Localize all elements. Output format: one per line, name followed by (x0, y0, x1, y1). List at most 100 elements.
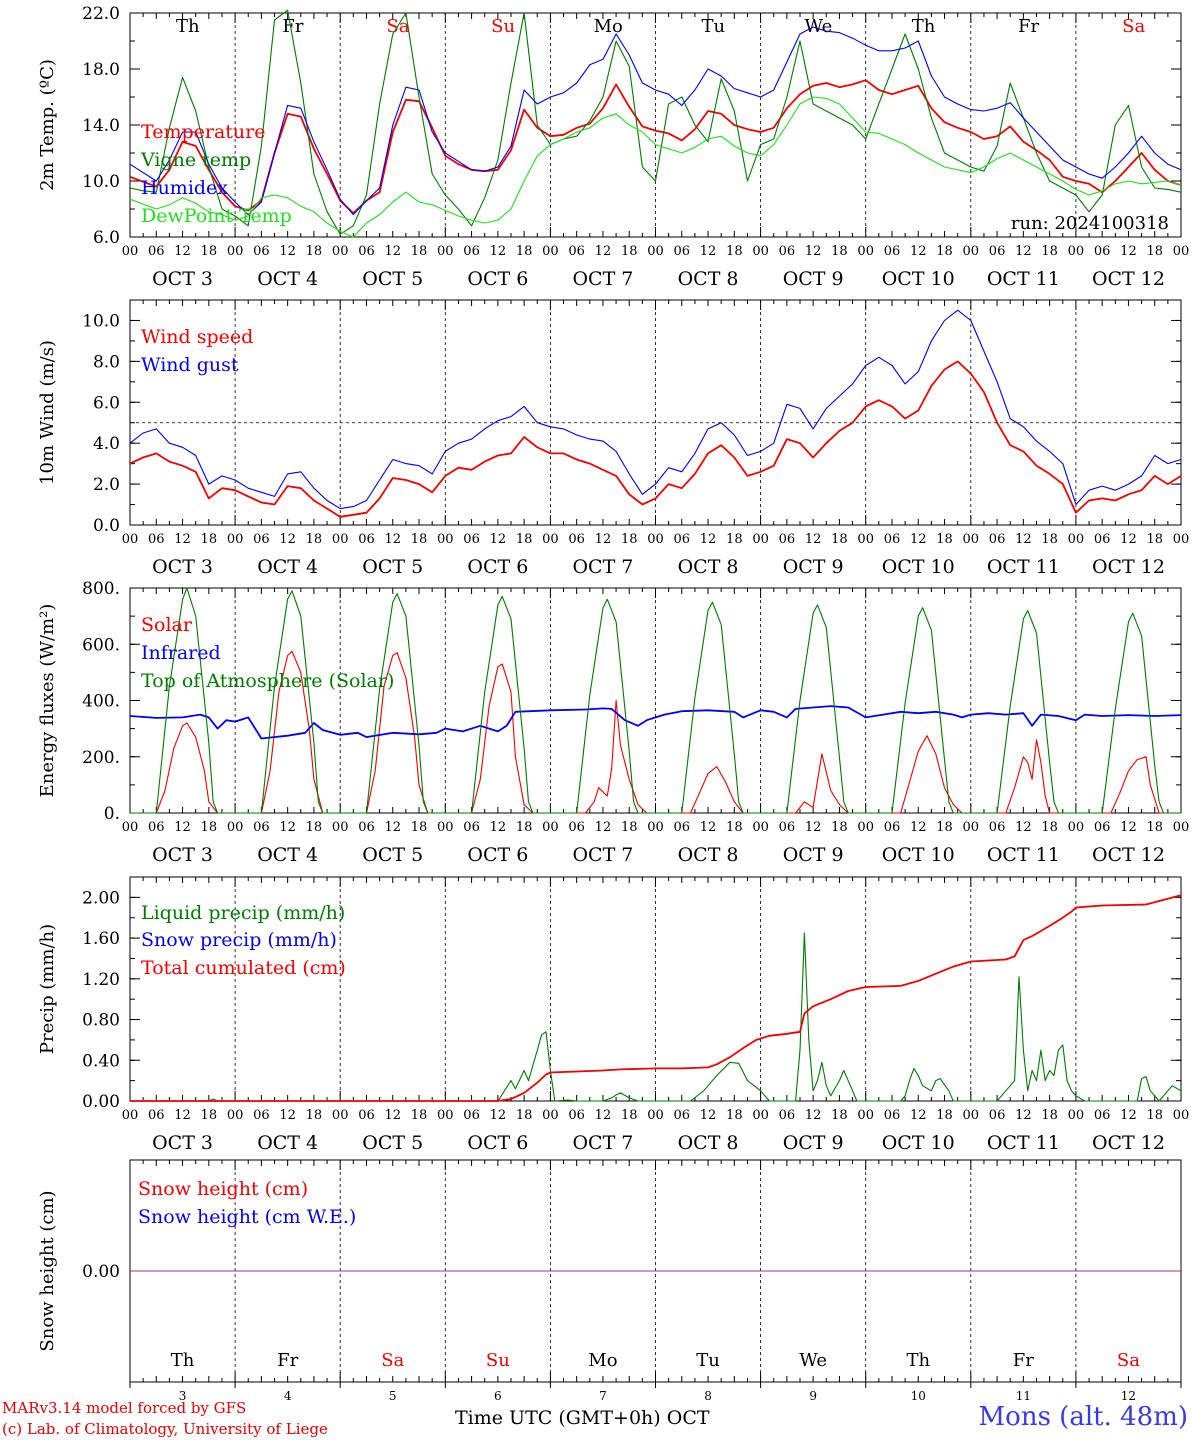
hour-label: 12 (384, 532, 401, 547)
date-label: OCT 9 (783, 268, 844, 290)
hour-label: 06 (568, 532, 585, 547)
hour-label: 00 (647, 1108, 664, 1123)
hour-label: 12 (174, 244, 191, 259)
hour-label: 06 (148, 820, 165, 835)
date-label: OCT 8 (678, 268, 739, 290)
series-line-dewpoint-temp (129, 96, 1182, 238)
date-label: OCT 10 (882, 268, 955, 290)
legend-entry: Wind gust (141, 354, 239, 376)
hour-label: 18 (936, 820, 953, 835)
series-line-wind-speed (129, 360, 1182, 518)
hour-label: 12 (174, 820, 191, 835)
y-tick-label: 14.0 (82, 116, 120, 136)
y-tick-label: 0.00 (82, 1262, 120, 1282)
legend-entry: Humidex (141, 177, 228, 199)
date-label: OCT 7 (572, 556, 633, 578)
hour-label: 00 (647, 244, 664, 259)
hour-label: 18 (831, 1108, 848, 1123)
hour-label: 00 (122, 1108, 139, 1123)
hour-label: 06 (463, 1108, 480, 1123)
hour-label: 12 (174, 532, 191, 547)
hour-label: 12 (910, 244, 927, 259)
hour-label: 00 (437, 820, 454, 835)
y-tick-label: 0.40 (82, 1051, 120, 1071)
hour-label: 06 (148, 532, 165, 547)
hour-label: 12 (279, 1108, 296, 1123)
date-label: OCT 3 (152, 1132, 213, 1154)
hour-label: 18 (621, 1108, 638, 1123)
y-tick-label: 0. (104, 804, 120, 824)
hour-label: 00 (857, 820, 874, 835)
date-label: OCT 7 (572, 268, 633, 290)
panel-frame (129, 12, 1182, 238)
hour-label: 06 (989, 1108, 1006, 1123)
date-label: OCT 6 (467, 844, 528, 866)
day-number: 7 (599, 1389, 607, 1403)
hour-label: 18 (621, 820, 638, 835)
hour-label: 12 (1120, 244, 1137, 259)
y-tick-label: 800. (82, 579, 120, 599)
hour-label: 06 (568, 1108, 585, 1123)
day-number: 9 (809, 1389, 817, 1403)
y-tick-label: 10.0 (82, 172, 120, 192)
hour-label: 06 (148, 244, 165, 259)
hour-label: 06 (674, 820, 691, 835)
hour-label: 00 (752, 532, 769, 547)
date-label: OCT 9 (783, 556, 844, 578)
day-number: 10 (911, 1389, 926, 1403)
y-axis-label: Precip (mm/h) (37, 924, 58, 1054)
date-label: OCT 12 (1092, 268, 1165, 290)
date-label: OCT 12 (1092, 844, 1165, 866)
legend-entry: Snow precip (mm/h) (141, 929, 337, 951)
y-tick-label: 18.0 (82, 60, 120, 80)
hour-label: 00 (332, 244, 349, 259)
day-abbr: Sa (1117, 1350, 1140, 1371)
hour-label: 18 (726, 820, 743, 835)
hour-label: 06 (884, 532, 901, 547)
y-tick-label: 22.0 (82, 4, 120, 24)
hour-label: 12 (1015, 244, 1032, 259)
day-abbr: Fr (277, 1350, 298, 1371)
day-number: 5 (389, 1389, 397, 1403)
hour-label: 06 (568, 820, 585, 835)
hour-label: 12 (910, 532, 927, 547)
hour-label: 00 (752, 244, 769, 259)
legend-entry: Snow height (cm) (138, 1178, 308, 1200)
hour-label: 00 (963, 532, 980, 547)
series-line-top-of-atmosphere-solar- (130, 587, 1181, 814)
hour-label: 06 (674, 532, 691, 547)
day-number: 3 (179, 1389, 187, 1403)
y-tick-label: 0.0 (93, 516, 120, 536)
hour-label: 06 (989, 820, 1006, 835)
hour-label: 12 (805, 1108, 822, 1123)
date-label: OCT 12 (1092, 1132, 1165, 1154)
hour-label: 00 (332, 820, 349, 835)
hour-label: 06 (253, 244, 270, 259)
hour-label: 12 (595, 820, 612, 835)
day-abbr: We (799, 1350, 827, 1371)
hour-label: 00 (857, 244, 874, 259)
hour-label: 18 (1041, 1108, 1058, 1123)
hour-label: 18 (306, 1108, 323, 1123)
date-label: OCT 4 (257, 1132, 318, 1154)
y-tick-label: 0.00 (82, 1092, 120, 1112)
hour-label: 00 (1173, 1108, 1190, 1123)
hour-label: 06 (463, 820, 480, 835)
hour-label: 18 (516, 244, 533, 259)
legend-entry: Snow height (cm W.E.) (138, 1206, 356, 1228)
date-label: OCT 9 (783, 1132, 844, 1154)
hour-label: 00 (857, 1108, 874, 1123)
date-label: OCT 5 (362, 556, 423, 578)
legend-entry: DewPoint Temp (141, 205, 292, 227)
hour-label: 06 (1094, 820, 1111, 835)
date-label: OCT 7 (572, 844, 633, 866)
day-abbr: Mo (588, 1350, 617, 1371)
hour-label: 00 (1173, 244, 1190, 259)
hour-label: 18 (201, 1108, 218, 1123)
hour-label: 12 (490, 820, 507, 835)
hour-label: 06 (989, 244, 1006, 259)
hour-label: 12 (1120, 532, 1137, 547)
hour-label: 12 (279, 532, 296, 547)
hour-label: 00 (437, 1108, 454, 1123)
